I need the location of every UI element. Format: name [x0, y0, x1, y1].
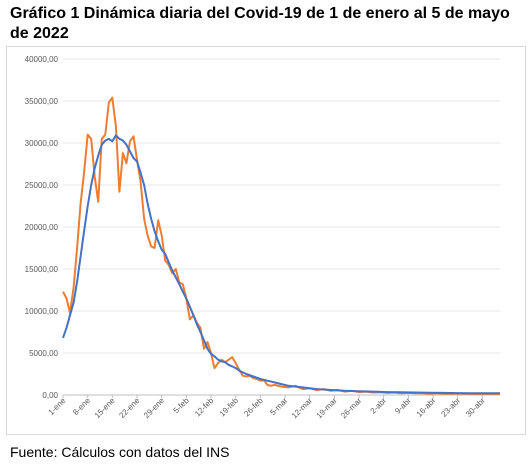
x-tick-label: 8-ene	[71, 396, 92, 417]
x-tick-label: 15-ene	[93, 396, 117, 420]
x-tick-label: 12-mar	[290, 396, 315, 421]
x-tick-label: 29-ene	[142, 396, 166, 420]
x-tick-label: 26-feb	[242, 396, 265, 419]
x-tick-label: 22-ene	[117, 396, 141, 420]
y-tick-label: 10000,00	[25, 307, 59, 316]
y-tick-label: 0,00	[42, 391, 58, 400]
x-tick-label: 23-abr	[439, 396, 462, 419]
x-tick-label: 19-mar	[314, 396, 339, 421]
x-tick-label: 26-mar	[339, 396, 364, 421]
x-tick-label: 2-abr	[369, 396, 389, 416]
y-tick-label: 20000,00	[25, 223, 59, 232]
gridlines	[63, 58, 500, 396]
y-tick-label: 40000,00	[25, 55, 59, 64]
chart-title: Gráfico 1 Dinámica diaria del Covid-19 d…	[10, 5, 510, 42]
series-lines	[62, 96, 501, 395]
x-tick-label: 12-feb	[193, 396, 216, 419]
y-tick-label: 25000,00	[25, 181, 59, 190]
x-tick-label: 16-abr	[415, 396, 438, 419]
y-tick-label: 35000,00	[25, 97, 59, 106]
x-tick-label: 5-mar	[268, 396, 289, 417]
y-tick-label: 30000,00	[25, 139, 59, 148]
series-line-orange	[62, 96, 501, 395]
x-tick-label: 5-feb	[172, 396, 192, 416]
x-axis-ticks: 1-ene 8-ene 15-ene 22-ene 29-ene 5-feb 12-feb 1…	[47, 395, 487, 420]
series-line-blue	[62, 134, 500, 395]
x-tick-label: 19-feb	[218, 396, 241, 419]
y-tick-label: 5000,00	[29, 349, 58, 358]
chart-area	[6, 46, 526, 435]
y-axis-ticks: 0,00 5000,00 10000,00 15000,00 20000,00 25000…	[25, 55, 59, 400]
x-tick-label: 9-abr	[393, 396, 413, 416]
source-note: Fuente: Cálculos con datos del INS	[10, 444, 230, 460]
x-tick-label: 30-abr	[464, 396, 487, 419]
y-tick-label: 15000,00	[25, 265, 59, 274]
